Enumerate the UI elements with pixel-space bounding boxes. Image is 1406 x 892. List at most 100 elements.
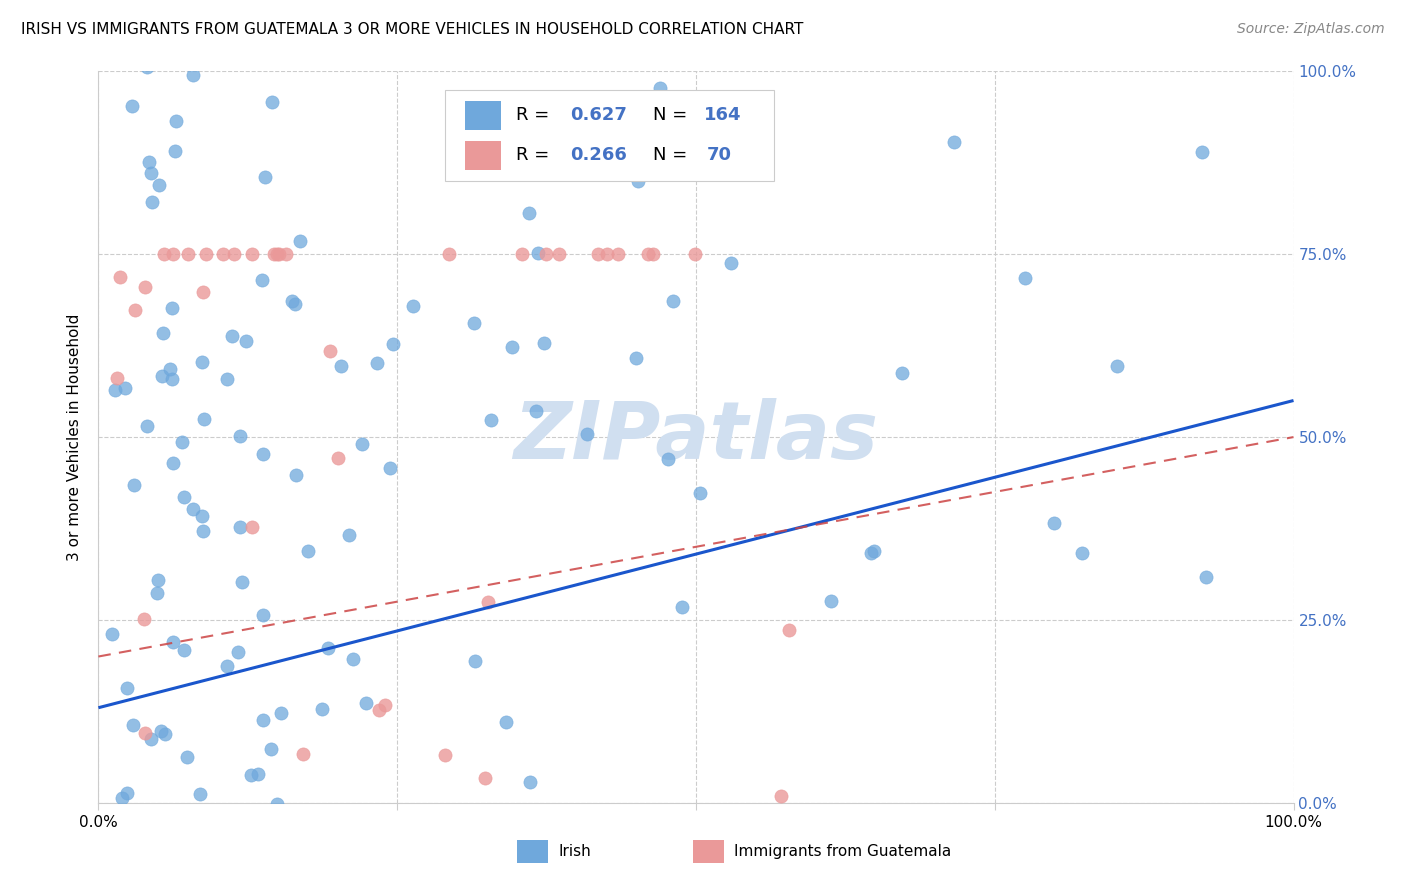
Point xyxy=(479,855,502,869)
Point xyxy=(208,813,231,827)
Point xyxy=(627,174,650,188)
Point xyxy=(731,91,754,105)
Point xyxy=(141,195,163,210)
Text: 0.627: 0.627 xyxy=(571,106,627,124)
Point xyxy=(146,573,169,587)
Point xyxy=(249,832,271,847)
Point xyxy=(122,477,145,491)
Text: IRISH VS IMMIGRANTS FROM GUATEMALA 3 OR MORE VEHICLES IN HOUSEHOLD CORRELATION C: IRISH VS IMMIGRANTS FROM GUATEMALA 3 OR … xyxy=(21,22,803,37)
Point xyxy=(138,154,160,169)
Point xyxy=(316,641,339,656)
Point xyxy=(274,247,297,261)
Point xyxy=(165,114,187,128)
Point xyxy=(382,336,405,351)
Point xyxy=(464,654,486,668)
Text: 164: 164 xyxy=(704,106,742,124)
Point xyxy=(433,747,456,762)
Point xyxy=(110,270,132,285)
Point xyxy=(221,855,243,869)
Point xyxy=(534,247,557,261)
Point xyxy=(269,855,291,869)
Point xyxy=(332,832,354,847)
Point xyxy=(267,247,290,261)
Point xyxy=(533,335,555,350)
Point xyxy=(165,145,187,159)
Point xyxy=(132,612,155,626)
Point xyxy=(162,855,184,869)
Point xyxy=(176,749,198,764)
Point xyxy=(194,247,217,261)
Point xyxy=(246,767,269,781)
Point xyxy=(180,832,202,847)
Point xyxy=(117,786,139,800)
Point xyxy=(263,247,285,261)
Point xyxy=(162,247,184,261)
Point xyxy=(270,706,292,720)
Point xyxy=(329,359,352,373)
Point xyxy=(150,369,173,384)
Point xyxy=(243,832,266,847)
Point xyxy=(342,652,364,666)
Point xyxy=(205,832,228,847)
Point xyxy=(254,832,277,847)
Point xyxy=(820,593,842,607)
Point xyxy=(1071,546,1094,560)
Point xyxy=(124,303,146,318)
Point xyxy=(281,832,304,847)
Point xyxy=(301,832,323,847)
Point xyxy=(104,830,127,845)
Point xyxy=(162,456,184,470)
Point xyxy=(661,832,683,847)
Point xyxy=(671,599,693,614)
Point xyxy=(159,832,181,847)
Point xyxy=(240,832,263,847)
Text: ZIPatlas: ZIPatlas xyxy=(513,398,879,476)
Point xyxy=(231,575,253,590)
Text: 0.266: 0.266 xyxy=(571,146,627,164)
Point xyxy=(524,404,547,418)
Point xyxy=(111,832,134,847)
Point xyxy=(519,774,541,789)
Point xyxy=(368,703,391,717)
Point xyxy=(197,855,219,869)
Point xyxy=(173,490,195,504)
Point xyxy=(114,380,136,394)
Point xyxy=(517,206,540,220)
Text: N =: N = xyxy=(652,106,693,124)
Point xyxy=(159,855,181,869)
Point xyxy=(209,807,232,822)
Point xyxy=(434,28,457,42)
Point xyxy=(165,832,187,847)
Point xyxy=(181,502,204,516)
Point xyxy=(245,832,267,847)
Point xyxy=(153,832,176,847)
Point xyxy=(896,832,918,847)
Point xyxy=(863,544,886,558)
Text: 70: 70 xyxy=(707,146,731,164)
Point xyxy=(575,427,598,442)
Point xyxy=(211,855,233,869)
Bar xyxy=(465,141,501,170)
Point xyxy=(501,340,523,354)
Point xyxy=(159,361,181,376)
Point xyxy=(596,247,619,261)
Point xyxy=(284,467,307,482)
Point xyxy=(115,681,138,695)
Point xyxy=(859,546,882,560)
Point xyxy=(222,832,245,847)
Point xyxy=(401,855,423,869)
Point xyxy=(257,855,280,869)
Point xyxy=(252,607,274,622)
Point xyxy=(277,28,299,42)
Point xyxy=(217,658,239,673)
Point xyxy=(252,447,274,461)
Point xyxy=(221,329,243,343)
Point xyxy=(281,294,304,309)
Point xyxy=(262,95,284,109)
Point xyxy=(253,169,276,184)
Point xyxy=(290,234,312,248)
Point xyxy=(153,727,176,741)
Point xyxy=(177,247,200,261)
Point xyxy=(439,855,461,869)
Point xyxy=(150,724,173,739)
